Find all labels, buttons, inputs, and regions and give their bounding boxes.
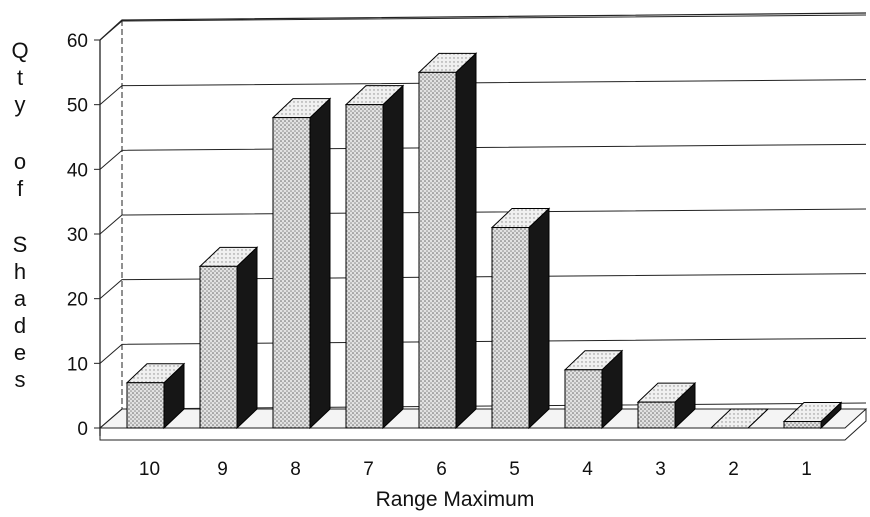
y-tick-label: 10 [67,354,88,375]
x-tick-label: 1 [801,459,812,480]
bar-front [564,369,603,429]
bar [490,207,551,430]
bar-side [455,52,477,430]
floor-edge [99,409,867,441]
y-axis-label-letter: Q [11,38,29,63]
bar-front [491,227,530,429]
bar [417,52,478,430]
y-tick-label: 30 [67,225,88,246]
x-tick-label: 4 [582,459,593,480]
bar [125,362,186,430]
x-tick-label: 9 [217,459,228,480]
y-axis-label-letter: h [13,259,27,285]
y-axis-label-letter: f [16,175,24,201]
x-tick-label: 10 [139,459,160,480]
bar [344,84,405,430]
bar-front [272,117,311,429]
bar-side [309,97,331,430]
x-tick-label: 8 [290,459,301,480]
y-tick-labels: 0 10 20 30 40 50 60 [67,31,88,440]
bar-front [126,382,165,429]
bar [636,381,697,430]
x-tick-label: 6 [436,459,447,480]
bar-top [709,408,770,429]
y-tick-label: 60 [67,31,88,52]
y-tick-label: 50 [67,96,88,117]
y-axis-label-letter: e [13,340,27,366]
y-tick-label: 20 [67,290,88,311]
y-axis-label-letter: a [13,286,27,312]
bar-side [382,84,404,430]
x-tick-label: 2 [728,459,739,480]
bar [563,349,624,430]
y-axis-label-letter: d [13,313,27,339]
bar-side [528,207,550,430]
y-axis-label-letter: S [12,232,28,258]
gridline [99,79,867,106]
x-tick-label: 3 [655,459,666,480]
bar-front [345,104,384,429]
y-tick-label: 0 [77,419,88,440]
bar-side [236,246,258,430]
bar [271,97,332,430]
gridline [99,14,867,41]
bar [709,408,770,429]
bar [782,401,843,430]
bar-front [418,71,457,429]
bar-front [637,401,676,429]
x-axis-label: Range Maximum [375,488,535,511]
y-axis-label-letter: s [14,367,26,393]
frame-top-edge [99,12,867,41]
x-tick-label: 7 [363,459,374,480]
gridline [99,143,867,170]
gridline [99,273,867,300]
gridline [99,337,867,364]
x-tick-labels: 10 9 8 7 6 5 4 3 2 1 [139,459,812,480]
x-tick-label: 5 [509,459,520,480]
bar-front [199,265,238,429]
gridline [99,208,867,235]
y-axis-label-letter: t [16,65,24,90]
y-axis-label-letter: o [13,148,27,174]
bar-front [783,421,822,429]
y-axis-label-letter: y [14,92,26,117]
bar [198,246,259,430]
y-tick-label: 40 [67,160,88,181]
bars [125,52,843,430]
